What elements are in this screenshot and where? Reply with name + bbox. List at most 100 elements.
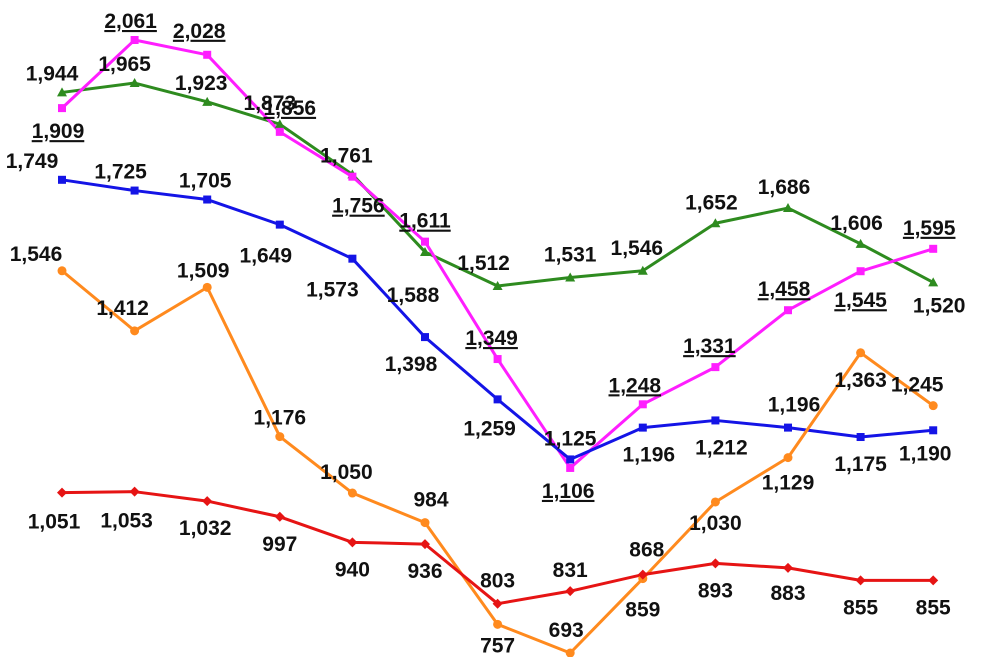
- series-3-label-3: 1,705: [179, 170, 232, 193]
- series-3-point-4: [275, 220, 284, 229]
- series-2-point-7: [493, 355, 502, 364]
- series-4-point-5: [347, 488, 357, 498]
- series-5-label-6: 936: [407, 560, 442, 583]
- series-4-label-9: 859: [625, 599, 660, 622]
- series-2-label-13: 1,595: [903, 217, 956, 240]
- series-5-point-7: [492, 598, 503, 609]
- series-5-label-9: 868: [629, 539, 664, 562]
- series-5-point-1: [57, 487, 67, 498]
- series-5-label-2: 1,053: [100, 510, 153, 533]
- series-5-label-8: 831: [553, 559, 588, 582]
- series-2-label-1: 1,909: [32, 120, 85, 143]
- series-3-label-6: 1,398: [385, 353, 438, 376]
- series-4-label-8: 693: [549, 619, 584, 642]
- series-2-label-12: 1,545: [834, 289, 887, 312]
- series-2-label-8: 1,106: [542, 480, 595, 503]
- series-3-point-9: [638, 423, 647, 432]
- series-4-label-10: 1,030: [689, 512, 742, 535]
- series-5-label-10: 893: [698, 579, 733, 602]
- series-5-label-3: 1,032: [179, 517, 232, 540]
- series-4-label-13: 1,245: [891, 374, 944, 397]
- series-5-point-11: [783, 562, 793, 573]
- series-1-point-11: [783, 203, 793, 213]
- series-3-label-12: 1,175: [834, 453, 887, 476]
- series-1-label-1: 1,944: [26, 62, 79, 85]
- series-1-label-8: 1,531: [544, 243, 597, 266]
- series-3-label-1: 1,749: [6, 150, 59, 173]
- series-3-label-2: 1,725: [94, 161, 147, 184]
- series-5-point-10: [710, 558, 721, 569]
- series-1-label-12: 1,606: [830, 212, 883, 235]
- series-5-point-13: [928, 575, 939, 586]
- series-3-label-8: 1,125: [544, 427, 597, 450]
- series-4-label-7: 757: [480, 634, 515, 657]
- series-5-point-2: [129, 486, 140, 497]
- series-4-point-13: [928, 401, 938, 411]
- series-3-point-7: [493, 395, 502, 404]
- series-1-point-9: [637, 265, 648, 275]
- series-2-label-3: 2,028: [173, 20, 226, 43]
- series-1-label-4: 1,873: [244, 92, 297, 115]
- series-1-label-5: 1,761: [320, 144, 373, 167]
- series-4-label-6: 984: [413, 489, 448, 512]
- series-1-point-8: [565, 272, 576, 282]
- series-4-label-1: 1,546: [10, 243, 63, 266]
- series-1-point-12: [855, 238, 866, 248]
- series-1-label-9: 1,546: [611, 237, 664, 260]
- series-1-point-4: [274, 119, 285, 129]
- series-2-label-4: 1,856: [264, 97, 317, 120]
- series-1-label-2: 1,965: [98, 53, 151, 76]
- series-4-point-2: [130, 326, 140, 336]
- series-3-label-11: 1,196: [768, 394, 821, 417]
- data-labels: 1,944 1,965 1,923 1,873 1,761 1,588 1,512 1,531…: [6, 10, 966, 657]
- series-2-label-10: 1,331: [683, 335, 736, 358]
- series-1-point-1: [57, 87, 67, 97]
- series-4-point-8: [565, 648, 575, 657]
- series-2-label-2: 2,061: [104, 10, 157, 33]
- series-5-point-3: [202, 496, 213, 507]
- series-5-label-13: 855: [916, 596, 951, 619]
- series-5-point-8: [565, 586, 576, 597]
- series-3-label-4: 1,649: [240, 245, 293, 268]
- series-4-point-11: [783, 453, 793, 463]
- series-5-label-12: 855: [843, 596, 878, 619]
- series-2-point-11: [784, 306, 792, 315]
- series-4-point-10: [710, 497, 720, 507]
- series-4-point-4: [275, 432, 285, 442]
- series-4-point-3: [202, 282, 212, 292]
- series-3-point-12: [856, 433, 865, 442]
- series-5-point-4: [274, 511, 285, 522]
- series-3-point-1: [58, 175, 66, 184]
- series-3-label-10: 1,212: [695, 436, 748, 459]
- series-4-point-12: [856, 348, 866, 358]
- series-5-label-4: 997: [262, 533, 297, 556]
- series-4-label-11: 1,129: [762, 472, 815, 495]
- series-3-label-13: 1,190: [899, 442, 952, 465]
- series-3-label-7: 1,259: [463, 417, 516, 440]
- series-2-label-6: 1,611: [399, 210, 451, 233]
- series-1-point-13: [928, 277, 939, 287]
- series-3-point-11: [784, 423, 792, 432]
- series-2-label-11: 1,458: [758, 278, 811, 301]
- series-2-label-9: 1,248: [609, 374, 662, 397]
- series-3-point-6: [421, 333, 429, 342]
- series-1-label-3: 1,923: [175, 72, 228, 95]
- series-1-point-10: [710, 218, 721, 228]
- series-3-point-2: [130, 186, 139, 195]
- series-3-point-13: [929, 426, 938, 435]
- series-1-label-6: 1,588: [387, 284, 440, 307]
- series-4-label-5: 1,050: [320, 461, 373, 484]
- series-2-point-9: [638, 400, 647, 409]
- series-1-point-3: [202, 96, 213, 106]
- series-2-point-13: [929, 244, 938, 253]
- series-4-label-3: 1,509: [177, 259, 230, 282]
- series-2-point-10: [711, 363, 720, 372]
- series-4-label-4: 1,176: [254, 407, 307, 430]
- series-2-point-1: [58, 104, 66, 113]
- series-markers: [57, 36, 939, 657]
- series-1-point-6: [420, 246, 430, 256]
- series-5-label-5: 940: [335, 558, 370, 581]
- series-1-point-7: [492, 281, 503, 291]
- series-2-point-2: [130, 36, 139, 44]
- series-2-point-3: [203, 50, 212, 59]
